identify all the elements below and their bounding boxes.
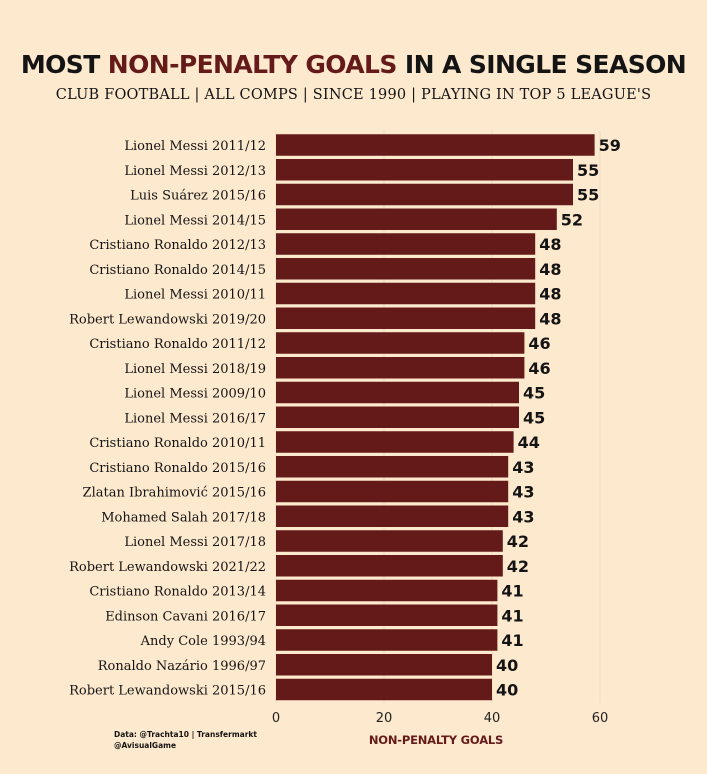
data-label: 45	[523, 384, 545, 403]
data-label: 40	[496, 681, 518, 700]
data-label: 55	[577, 161, 599, 180]
bar	[276, 505, 509, 527]
x-axis-label: NON-PENALTY GOALS	[368, 733, 504, 747]
bar	[276, 654, 492, 676]
category-label: Robert Lewandowski 2019/20	[69, 312, 266, 327]
bar	[276, 134, 595, 156]
bar	[276, 604, 498, 626]
category-label: Andy Cole 1993/94	[140, 634, 266, 649]
category-label: Ronaldo Nazário 1996/97	[98, 659, 266, 674]
category-label: Lionel Messi 2018/19	[124, 362, 266, 377]
data-label: 41	[501, 631, 523, 650]
data-label: 42	[507, 532, 529, 551]
category-label: Cristiano Ronaldo 2011/12	[89, 337, 266, 352]
category-label: Cristiano Ronaldo 2010/11	[89, 436, 266, 451]
category-label: Luis Suárez 2015/16	[130, 189, 266, 204]
bar	[276, 579, 498, 602]
category-label: Lionel Messi 2010/11	[124, 288, 266, 303]
bar	[276, 258, 536, 280]
bar	[276, 233, 536, 255]
data-label: 40	[496, 656, 518, 675]
data-label: 48	[539, 309, 561, 328]
bar	[276, 431, 514, 453]
data-label: 55	[577, 186, 599, 205]
x-tick-label: 60	[592, 711, 609, 726]
data-label: 46	[528, 334, 550, 353]
category-label: Lionel Messi 2014/15	[124, 213, 266, 228]
category-label: Cristiano Ronaldo 2015/16	[89, 461, 266, 476]
data-label: 59	[599, 136, 621, 155]
category-label: Robert Lewandowski 2021/22	[69, 560, 266, 575]
data-label: 45	[523, 408, 545, 427]
category-label: Lionel Messi 2009/10	[124, 387, 266, 402]
bar	[276, 381, 519, 404]
category-label: Cristiano Ronaldo 2012/13	[89, 238, 266, 253]
category-label: Zlatan Ibrahimović 2015/16	[83, 486, 266, 501]
bar	[276, 208, 557, 230]
category-label: Lionel Messi 2012/13	[124, 164, 266, 179]
data-label: 48	[539, 235, 561, 254]
bar	[276, 183, 573, 206]
data-label: 43	[512, 507, 534, 526]
bar	[276, 332, 525, 354]
bar	[276, 282, 536, 305]
data-label: 41	[501, 606, 523, 625]
bar	[276, 159, 573, 181]
category-label: Lionel Messi 2011/12	[124, 139, 266, 154]
x-tick-label: 0	[272, 711, 280, 726]
bar	[276, 629, 498, 651]
title-accent: NON-PENALTY GOALS	[107, 50, 398, 79]
bar	[276, 555, 503, 577]
data-label: 52	[561, 210, 583, 229]
data-source: Data: @Trachta10 | Transfermarkt	[114, 730, 257, 739]
data-label: 42	[507, 557, 529, 576]
data-label: 43	[512, 483, 534, 502]
chart-title: MOST NON-PENALTY GOALS IN A SINGLE SEASO…	[0, 50, 707, 79]
bar	[276, 530, 503, 552]
author-credit: @AvisualGame	[114, 741, 177, 750]
category-label: Lionel Messi 2016/17	[124, 411, 266, 426]
data-label: 48	[539, 260, 561, 279]
x-tick-label: 20	[376, 711, 393, 726]
category-label: Cristiano Ronaldo 2013/14	[89, 585, 266, 600]
bar	[276, 406, 519, 428]
category-label: Edinson Cavani 2016/17	[105, 609, 266, 624]
data-label: 43	[512, 458, 534, 477]
x-tick-label: 40	[484, 711, 501, 726]
data-label: 44	[518, 433, 540, 452]
category-label: Mohamed Salah 2017/18	[101, 510, 266, 525]
bar	[276, 307, 536, 329]
title-post: IN A SINGLE SEASON	[396, 50, 687, 79]
chart-subtitle: CLUB FOOTBALL | ALL COMPS | SINCE 1990 |…	[55, 87, 652, 103]
category-label: Robert Lewandowski 2015/16	[69, 684, 266, 699]
category-label: Lionel Messi 2017/18	[124, 535, 266, 550]
bar	[276, 456, 509, 478]
title-pre: MOST	[20, 50, 108, 79]
bar	[276, 480, 509, 503]
category-label: Cristiano Ronaldo 2014/15	[89, 263, 266, 278]
bar	[276, 678, 492, 701]
data-label: 46	[528, 359, 550, 378]
bar	[276, 357, 525, 379]
data-label: 41	[501, 582, 523, 601]
data-label: 48	[539, 285, 561, 304]
